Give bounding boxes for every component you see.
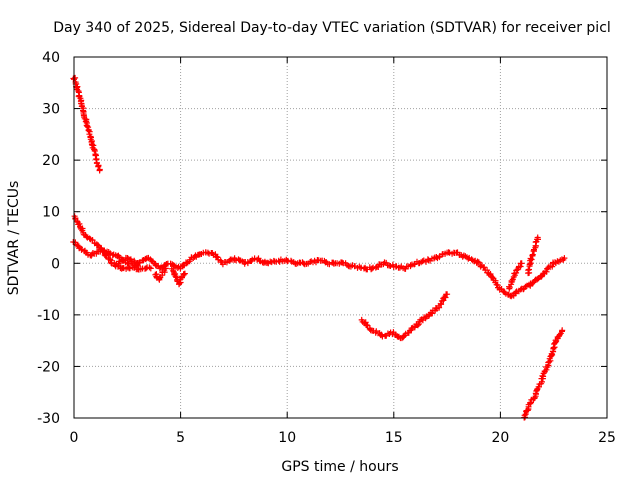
y-tick-label: 30 [42,102,60,118]
axis-layer: 0 5 10 15 20 25 -30 -20 -10 0 10 20 30 40 [37,50,616,446]
y-tick-label: -20 [37,359,60,375]
series-marks [70,74,103,174]
y-axis-label: SDTVAR / TECUs [6,181,22,296]
y-tick-label: 40 [42,50,60,66]
series-marks [168,265,188,288]
series-arc-6 [168,265,188,288]
y-tick-label: 20 [42,153,60,169]
y-tick-label: -30 [37,411,60,427]
series-arc-8 [521,327,566,421]
series-arc-9 [506,260,525,292]
x-tick-label: 15 [385,430,403,446]
series-arc-7 [358,291,451,342]
x-tick-label: 10 [278,430,296,446]
data-layer [70,74,568,421]
grid-layer [74,57,607,418]
x-axis-label: GPS time / hours [281,459,398,475]
chart-title: Day 340 of 2025, Sidereal Day-to-day VTE… [53,20,611,36]
x-tick-label: 0 [70,430,79,446]
series-marks [506,260,525,292]
y-tick-label: 0 [51,256,60,272]
series-marks [525,234,541,277]
series-marks [113,249,568,300]
y-tick-label: 10 [42,205,60,221]
series-arc-4 [113,249,568,300]
series-arc-1 [70,74,103,174]
x-tick-label: 25 [598,430,616,446]
series-marks [358,291,451,342]
series-marks [521,327,566,421]
series-marks [152,265,169,283]
x-tick-label: 5 [176,430,185,446]
y-tick-label: -10 [37,308,60,324]
series-arc-10 [525,234,541,277]
plot-frame [73,56,608,419]
x-tick-label: 20 [491,430,509,446]
series-arc-5 [152,265,169,283]
